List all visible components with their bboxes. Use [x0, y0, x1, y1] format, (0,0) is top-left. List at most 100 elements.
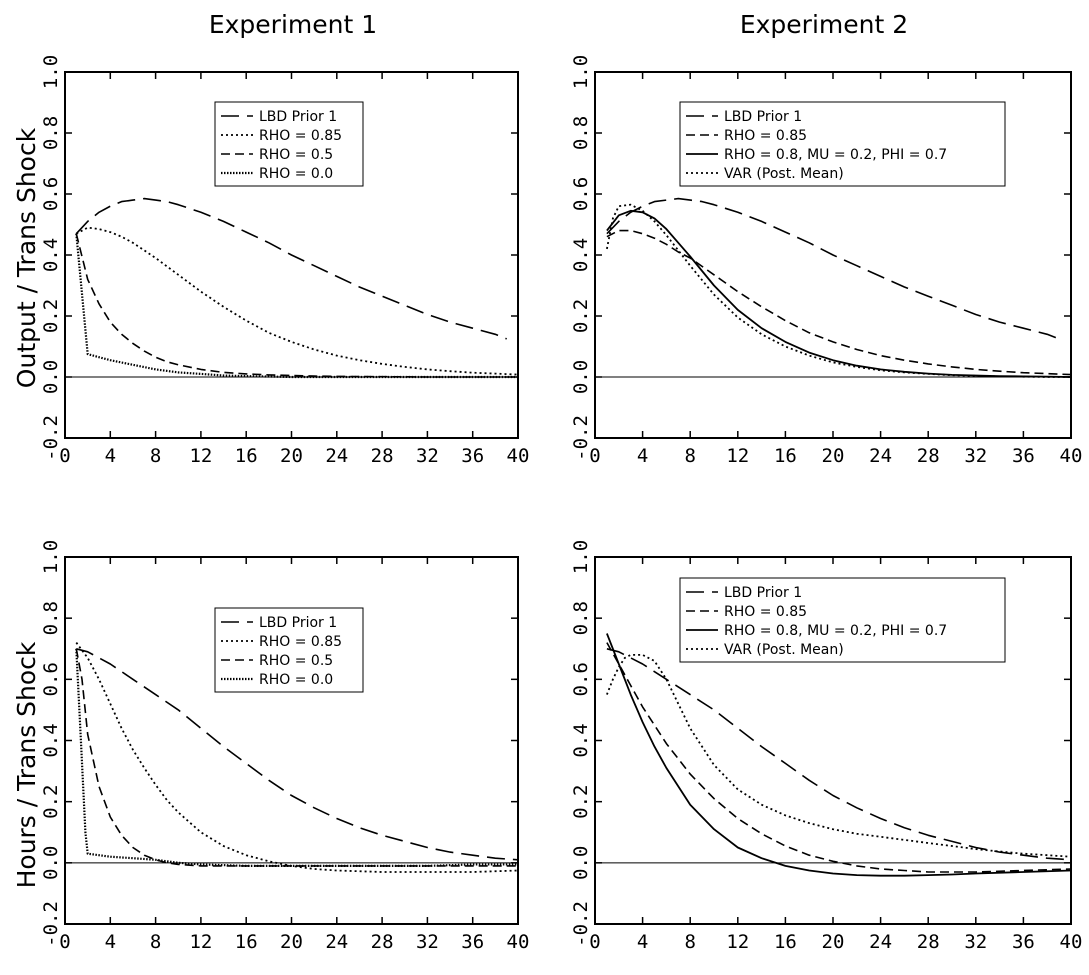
x-tick-label: 4: [637, 931, 648, 953]
y-tick-label: 0.4: [570, 723, 592, 757]
y-tick-label: 0.2: [570, 299, 592, 333]
legend-label: RHO = 0.85: [259, 128, 342, 144]
x-tick-label: 8: [684, 445, 695, 467]
x-tick-label: 20: [280, 445, 303, 467]
y-tick-label: 0.6: [40, 177, 62, 211]
y-tick-label: 0.0: [570, 360, 592, 394]
legend-label: RHO = 0.85: [724, 604, 807, 620]
series-line-2: [606, 229, 1072, 376]
x-tick-label: 12: [726, 931, 749, 953]
chart-panel-bottom-left: 0 4 8 12 16 20 24 28 32 36 40 -0.2 0.0 0.2 0.4 0.6 0.8 1.…: [40, 540, 529, 953]
legend-label: LBD Prior 1: [259, 109, 337, 125]
x-tick-label: 12: [189, 931, 212, 953]
series-line-3: [606, 209, 1072, 378]
x-tick-label: 0: [589, 445, 600, 467]
series-line-1: [606, 197, 1060, 340]
x-tick-label: 4: [105, 445, 116, 467]
x-tick-label: 8: [150, 931, 161, 953]
x-tick-label: 24: [869, 445, 892, 467]
x-tick-label: 32: [964, 931, 987, 953]
series-line-2: [75, 226, 519, 376]
y-tick-label: 1.0: [40, 55, 62, 89]
legend-label: LBD Prior 1: [724, 585, 802, 601]
y-tick-label: 1.0: [40, 540, 62, 574]
legend-label: VAR (Post. Mean): [724, 642, 844, 658]
legend-label: RHO = 0.5: [259, 147, 333, 163]
chart-panel-bottom-right: 0 4 8 12 16 20 24 28 32 36 40 -0.2 0.0 0.2 0.4 0.6 0.8 1.…: [570, 540, 1082, 953]
y-tick-label: 0.2: [40, 785, 62, 819]
legend-label: RHO = 0.8, MU = 0.2, PHI = 0.7: [724, 623, 947, 639]
x-tick-label: 24: [869, 931, 892, 953]
legend-box: [679, 577, 1006, 663]
chart-panel-top-right: 0 4 8 12 16 20 24 28 32 36 40 -0.2 0.0 0.2 0.4 0.6 0.8 1.…: [570, 55, 1082, 467]
legend: LBD Prior 1 RHO = 0.85 RHO = 0.8, MU = 0.2…: [679, 101, 1006, 187]
x-tick-label: 4: [105, 931, 116, 953]
x-tick-label: 40: [507, 931, 530, 953]
x-tick-label: 0: [59, 445, 70, 467]
x-tick-label: 12: [726, 445, 749, 467]
series-line-4: [75, 233, 518, 379]
x-tick-label: 16: [235, 931, 258, 953]
y-tick-label: 0.6: [570, 177, 592, 211]
y-tick-label: 0.6: [570, 662, 592, 696]
y-tick-label: 0.8: [40, 601, 62, 635]
x-tick-label: 36: [461, 931, 484, 953]
legend-label: RHO = 0.0: [259, 672, 333, 688]
y-tick-label: 0.8: [40, 116, 62, 150]
y-tick-label: -0.2: [570, 901, 592, 947]
series-line-1: [606, 648, 1072, 861]
series-line-4: [75, 648, 518, 868]
series-line-3: [75, 233, 518, 378]
x-tick-label: 0: [59, 931, 70, 953]
x-tick-label: 24: [325, 445, 348, 467]
legend-label: VAR (Post. Mean): [724, 166, 844, 182]
legend-label: RHO = 0.0: [259, 166, 333, 182]
y-tick-label: 0.0: [40, 360, 62, 394]
x-tick-label: 32: [964, 445, 987, 467]
legend-label: RHO = 0.85: [724, 128, 807, 144]
x-tick-label: 20: [822, 445, 845, 467]
row-label-output: Output / Trans Shock: [12, 127, 41, 388]
y-tick-label: -0.2: [570, 415, 592, 461]
x-tick-label: 4: [637, 445, 648, 467]
legend-label: RHO = 0.5: [259, 653, 333, 669]
legend-label: LBD Prior 1: [724, 109, 802, 125]
x-tick-label: 8: [684, 931, 695, 953]
x-tick-label: 36: [461, 445, 484, 467]
x-tick-label: 12: [189, 445, 212, 467]
x-tick-label: 28: [371, 931, 394, 953]
series-line-1: [76, 648, 519, 861]
series-line-4: [606, 203, 1071, 378]
x-tick-label: 32: [416, 931, 439, 953]
x-tick-label: 32: [416, 445, 439, 467]
series-line-2: [606, 642, 1072, 873]
y-tick-label: -0.2: [40, 415, 62, 461]
x-tick-label: 16: [235, 445, 258, 467]
series-line-4: [606, 654, 1072, 858]
y-tick-label: 0.8: [570, 116, 592, 150]
y-tick-label: 0.0: [570, 846, 592, 880]
y-tick-label: 0.6: [40, 662, 62, 696]
y-tick-label: 0.4: [570, 238, 592, 272]
legend-box: [679, 101, 1006, 187]
y-tick-label: 1.0: [570, 540, 592, 574]
column-title-experiment-1: Experiment 1: [209, 10, 377, 39]
chart-panel-top-left: 0 4 8 12 16 20 24 28 32 36 40 -0.2 0.0 0.2 0.4 0.6 0.8 1.…: [40, 55, 529, 467]
legend: LBD Prior 1 RHO = 0.85 RHO = 0.8, MU = 0.2…: [679, 577, 1006, 663]
y-tick-label: 0.0: [40, 846, 62, 880]
x-tick-label: 40: [507, 445, 530, 467]
x-tick-label: 40: [1060, 445, 1083, 467]
legend-label: RHO = 0.8, MU = 0.2, PHI = 0.7: [724, 147, 947, 163]
x-tick-label: 24: [325, 931, 348, 953]
y-tick-label: 0.4: [40, 723, 62, 757]
x-tick-label: 16: [774, 931, 797, 953]
legend-label: RHO = 0.85: [259, 634, 342, 650]
y-tick-label: 0.2: [570, 785, 592, 819]
x-tick-label: 8: [150, 445, 161, 467]
x-tick-label: 28: [917, 445, 940, 467]
x-tick-label: 20: [280, 931, 303, 953]
legend: LBD Prior 1 RHO = 0.85 RHO = 0.5 RHO = 0.0: [214, 101, 364, 187]
column-title-experiment-2: Experiment 2: [740, 10, 908, 39]
chart-panels: 0 4 8 12 16 20 24 28 32 36 40-0.20.00.20.40.60.81.…: [40, 55, 1082, 953]
